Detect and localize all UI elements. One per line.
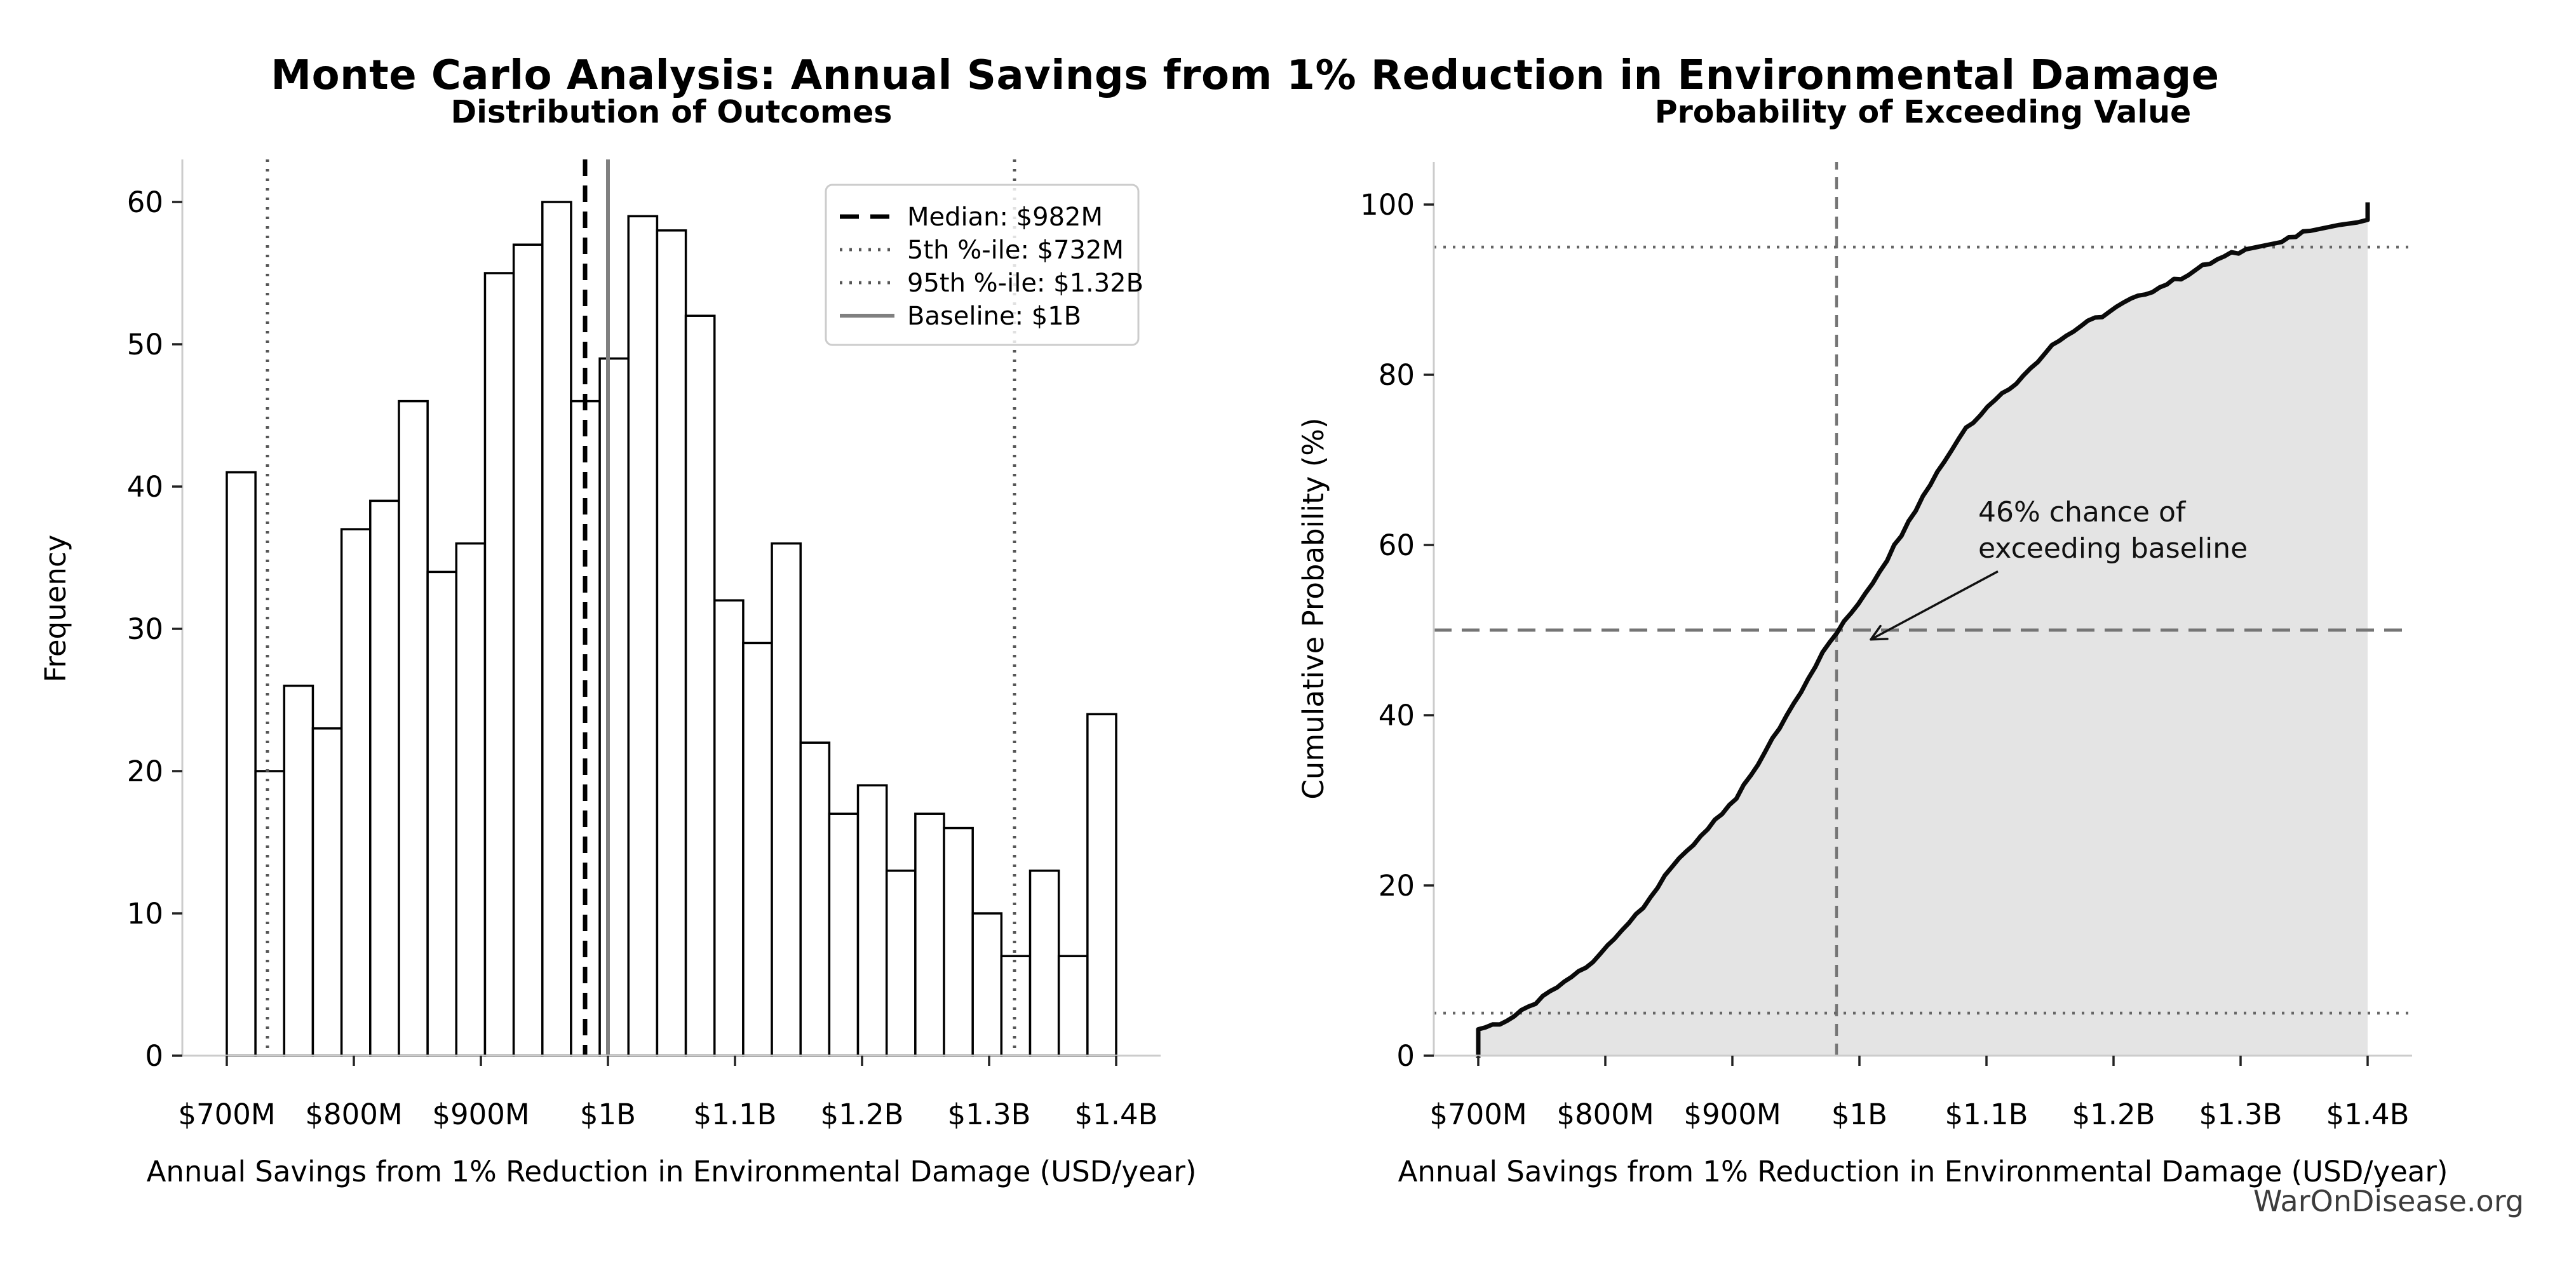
x-tick-label: $1.1B bbox=[1945, 1098, 2028, 1131]
histogram-bar bbox=[943, 826, 974, 1057]
x-tick-label: $1B bbox=[580, 1098, 636, 1131]
annotation-arrowhead bbox=[1870, 624, 1882, 641]
watermark: WarOnDisease.org bbox=[2253, 1184, 2524, 1218]
x-tick-label: $1B bbox=[1831, 1098, 1887, 1131]
legend-item-label: Median: $982M bbox=[907, 203, 1103, 232]
cdf-curve bbox=[1476, 202, 2370, 1058]
cdf-title: Probability of Exceeding Value bbox=[1654, 94, 2192, 130]
legend-item-label: 5th %-ile: $732M bbox=[907, 236, 1124, 265]
histogram-bar bbox=[914, 812, 945, 1057]
y-tick-label: 50 bbox=[127, 328, 163, 361]
histogram-bar bbox=[971, 912, 1003, 1057]
histogram-bar bbox=[455, 542, 487, 1057]
histogram-bar bbox=[598, 357, 630, 1057]
x-tick-label: $1.2B bbox=[820, 1098, 903, 1131]
legend-box bbox=[825, 184, 1140, 346]
legend-item-label: Baseline: $1B bbox=[907, 302, 1081, 331]
y-tick-label: 80 bbox=[1379, 358, 1415, 392]
legend: Median: $982M 5th %-ile: $732M 95th %-ile:… bbox=[825, 184, 1143, 346]
annotation-arrow bbox=[1870, 570, 1999, 641]
y-tick-label: 30 bbox=[127, 612, 163, 646]
annotation-line-1: 46% chance of bbox=[1978, 496, 2186, 528]
y-tick-label: 60 bbox=[127, 185, 163, 219]
histogram-bar bbox=[1028, 870, 1060, 1057]
histogram-bar bbox=[742, 642, 773, 1057]
x-tick-label: $1.3B bbox=[947, 1098, 1030, 1131]
histogram-bar bbox=[283, 684, 314, 1057]
histogram-bar bbox=[512, 243, 544, 1057]
cdf-annotation: 46% chance of exceeding baseline bbox=[1978, 494, 2248, 567]
histogram-bar bbox=[1086, 713, 1117, 1057]
histogram-bar bbox=[771, 542, 802, 1057]
x-tick-label: $1.4B bbox=[1074, 1098, 1157, 1131]
histogram-bar bbox=[885, 870, 917, 1057]
histogram-bar bbox=[398, 400, 429, 1057]
x-tick-label: $800M bbox=[1556, 1098, 1654, 1131]
y-tick-label: 20 bbox=[127, 755, 163, 788]
histogram-bar bbox=[713, 599, 745, 1057]
histogram-chart: $700M $800M $900M $1B $1.1B $1.2B $1.3B $1.4B 0 1… bbox=[127, 159, 1161, 1131]
cdf-y-axis-label: Cumulative Probability (%) bbox=[1297, 417, 1330, 800]
histogram-bar bbox=[340, 528, 372, 1057]
histogram-bar bbox=[684, 314, 716, 1057]
y-tick-label: 20 bbox=[1379, 869, 1415, 903]
histogram-bar bbox=[541, 201, 572, 1057]
histogram-bar bbox=[369, 499, 400, 1057]
histogram-title: Distribution of Outcomes bbox=[450, 94, 893, 130]
histogram-bar bbox=[627, 215, 659, 1057]
x-tick-label: $900M bbox=[432, 1098, 529, 1131]
figure-title: Monte Carlo Analysis: Annual Savings fro… bbox=[271, 52, 2220, 99]
histogram-bar bbox=[311, 727, 343, 1057]
annotation-arrowhead bbox=[1870, 638, 1889, 641]
histogram-y-axis-label: Frequency bbox=[39, 534, 72, 683]
histogram-bar bbox=[799, 741, 831, 1057]
y-tick-label: 10 bbox=[127, 897, 163, 931]
cdf-x-axis-label: Annual Savings from 1% Reduction in Envi… bbox=[1398, 1155, 2448, 1188]
x-tick-label: $700M bbox=[1429, 1098, 1527, 1131]
y-tick-label: 40 bbox=[127, 470, 163, 504]
histogram-bar bbox=[828, 812, 860, 1057]
histogram-bar bbox=[856, 784, 888, 1057]
y-tick-label: 100 bbox=[1360, 188, 1415, 222]
cdf-chart: $700M $800M $900M $1B $1.1B $1.2B $1.3B $1.4B 0 2… bbox=[1360, 162, 2412, 1131]
histogram-bar bbox=[426, 570, 458, 1057]
x-tick-label: $1.2B bbox=[2072, 1098, 2155, 1131]
legend-item-label: 95th %-ile: $1.32B bbox=[907, 269, 1143, 298]
histogram-bar bbox=[483, 272, 515, 1057]
annotation-line-2: exceeding baseline bbox=[1978, 532, 2248, 565]
histogram-bar bbox=[254, 770, 286, 1057]
x-tick-label: $1.3B bbox=[2199, 1098, 2282, 1131]
histogram-bar bbox=[656, 229, 687, 1057]
histogram-x-axis-label: Annual Savings from 1% Reduction in Envi… bbox=[146, 1155, 1197, 1188]
y-tick-label: 40 bbox=[1379, 699, 1415, 732]
x-tick-label: $900M bbox=[1683, 1098, 1781, 1131]
y-tick-label: 60 bbox=[1379, 528, 1415, 562]
y-tick-label: 0 bbox=[1396, 1039, 1415, 1073]
y-tick-label: 0 bbox=[145, 1039, 163, 1073]
histogram-bar bbox=[1057, 955, 1089, 1057]
x-tick-label: $1.4B bbox=[2326, 1098, 2409, 1131]
x-tick-label: $700M bbox=[178, 1098, 275, 1131]
x-tick-label: $1.1B bbox=[693, 1098, 776, 1131]
histogram-bar bbox=[226, 471, 257, 1057]
x-tick-label: $800M bbox=[305, 1098, 402, 1131]
